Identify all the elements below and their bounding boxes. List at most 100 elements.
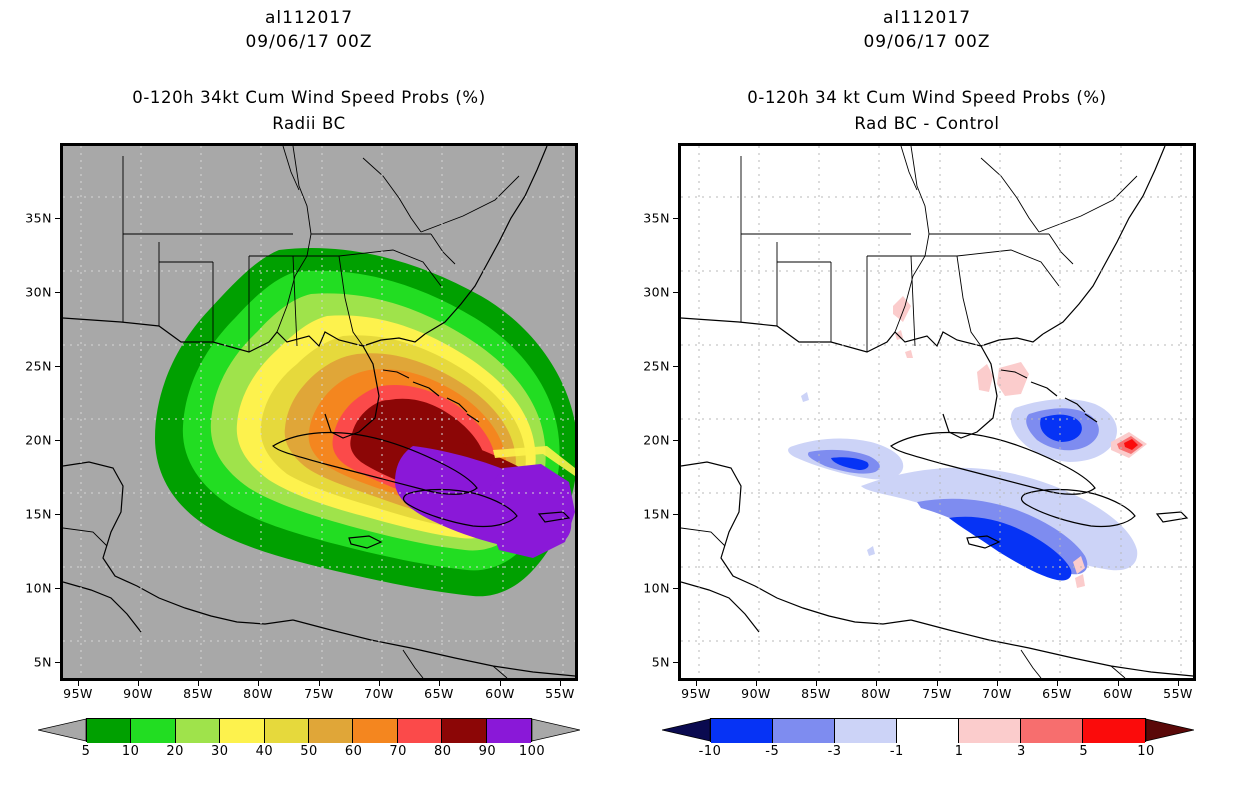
colorbar-segment bbox=[711, 719, 773, 743]
y-axis-label: 25N bbox=[25, 358, 52, 374]
colorbar-segment bbox=[397, 719, 443, 743]
map-svg-right bbox=[681, 146, 1193, 678]
x-axis-label: 85W bbox=[801, 686, 831, 701]
panel-left-title-sub: Radii BC bbox=[272, 114, 346, 133]
colorbar-tick-label: -3 bbox=[827, 744, 842, 759]
colorbar-segment bbox=[773, 719, 835, 743]
anomaly-contours bbox=[788, 296, 1147, 588]
x-tick bbox=[816, 681, 817, 686]
colorbar-segment bbox=[131, 719, 176, 743]
colorbar-over-arrow-right bbox=[531, 718, 581, 742]
y-tick bbox=[55, 514, 60, 515]
y-axis-label: 30N bbox=[643, 284, 670, 300]
x-tick bbox=[78, 681, 79, 686]
gridlines bbox=[63, 146, 575, 678]
x-tick bbox=[439, 681, 440, 686]
colorbar-tick-label: 5 bbox=[1079, 744, 1089, 759]
x-axis-label: 65W bbox=[424, 686, 454, 701]
x-tick bbox=[756, 681, 757, 686]
colorbar-tick-label: 20 bbox=[166, 744, 184, 759]
y-axis-label: 30N bbox=[25, 284, 52, 300]
colorbar-segment bbox=[264, 719, 310, 743]
colorbar-segment bbox=[309, 719, 354, 743]
x-axis-label: 80W bbox=[861, 686, 891, 701]
x-tick bbox=[1057, 681, 1058, 686]
panel-right-storm-id: al112017 bbox=[882, 8, 972, 28]
x-tick bbox=[500, 681, 501, 686]
gridlines bbox=[681, 146, 1193, 678]
colorbar-segments-left bbox=[86, 718, 532, 743]
colorbar-tick-label: 80 bbox=[434, 744, 452, 759]
y-tick bbox=[55, 662, 60, 663]
y-axis-label: 20N bbox=[643, 432, 670, 448]
x-axis-label: 65W bbox=[1042, 686, 1072, 701]
y-tick bbox=[673, 218, 678, 219]
colorbar-tick-label: 1 bbox=[954, 744, 964, 759]
x-tick bbox=[319, 681, 320, 686]
panel-right-datetime: 09/06/17 00Z bbox=[863, 32, 991, 52]
x-axis-label: 75W bbox=[304, 686, 334, 701]
x-tick bbox=[876, 681, 877, 686]
x-axis-label: 95W bbox=[681, 686, 711, 701]
panel-left-title-main: 0-120h 34kt Cum Wind Speed Probs (%) bbox=[132, 88, 486, 107]
x-axis-label: 55W bbox=[545, 686, 575, 701]
x-tick bbox=[560, 681, 561, 686]
y-axis-label: 35N bbox=[643, 210, 670, 226]
y-axis-label: 25N bbox=[643, 358, 670, 374]
x-tick bbox=[937, 681, 938, 686]
y-tick bbox=[673, 662, 678, 663]
coastline-overlay bbox=[63, 146, 575, 678]
colorbar-tick-label: -10 bbox=[698, 744, 722, 759]
x-tick bbox=[1178, 681, 1179, 686]
colorbar-tick-label: 10 bbox=[121, 744, 140, 759]
colorbar-segment bbox=[220, 719, 265, 743]
colorbar-radii-bc bbox=[0, 718, 618, 743]
colorbar-over-arrow-right bbox=[1145, 718, 1195, 742]
panel-left-datetime: 09/06/17 00Z bbox=[245, 32, 373, 52]
x-tick bbox=[258, 681, 259, 686]
x-tick bbox=[1118, 681, 1119, 686]
y-tick bbox=[55, 440, 60, 441]
colorbar-tick-label: 30 bbox=[211, 744, 229, 759]
y-tick bbox=[55, 588, 60, 589]
panel-rad-bc-control: al112017 09/06/17 00Z 0-120h 34 kt Cum W… bbox=[618, 0, 1236, 800]
colorbar-tick-label: 40 bbox=[255, 744, 274, 759]
colorbar-under-arrow-left bbox=[661, 718, 711, 742]
x-tick bbox=[138, 681, 139, 686]
x-tick bbox=[198, 681, 199, 686]
y-tick bbox=[55, 218, 60, 219]
y-axis-label: 20N bbox=[25, 432, 52, 448]
colorbar-segment bbox=[1083, 719, 1145, 743]
colorbar-segments-right bbox=[710, 718, 1146, 743]
x-axis-label: 60W bbox=[485, 686, 515, 701]
colorbar-segment bbox=[959, 719, 1021, 743]
x-axis-label: 60W bbox=[1103, 686, 1133, 701]
panel-right-title-sub: Rad BC - Control bbox=[854, 114, 1000, 133]
y-tick bbox=[673, 588, 678, 589]
x-axis-label: 70W bbox=[982, 686, 1012, 701]
probability-contours bbox=[155, 248, 575, 597]
colorbar-tick-label: -5 bbox=[765, 744, 780, 759]
y-axis-label: 35N bbox=[25, 210, 52, 226]
x-tick bbox=[696, 681, 697, 686]
x-axis-label: 90W bbox=[123, 686, 153, 701]
colorbar-segment bbox=[1021, 719, 1083, 743]
colorbar-tick-label: 5 bbox=[81, 744, 91, 759]
colorbar-tick-label: 10 bbox=[1137, 744, 1155, 759]
colorbar-rad-bc-control bbox=[618, 718, 1236, 743]
colorbar-tick-label: -1 bbox=[889, 744, 904, 759]
panel-left-storm-id: al112017 bbox=[264, 8, 354, 28]
x-axis-label: 95W bbox=[63, 686, 93, 701]
y-axis-label: 10N bbox=[25, 580, 52, 596]
y-tick bbox=[673, 292, 678, 293]
y-tick bbox=[673, 440, 678, 441]
panel-right-title-main: 0-120h 34 kt Cum Wind Speed Probs (%) bbox=[747, 88, 1107, 107]
x-tick bbox=[997, 681, 998, 686]
colorbar-tick-label: 90 bbox=[478, 744, 497, 759]
y-tick bbox=[55, 292, 60, 293]
y-axis-label: 5N bbox=[33, 654, 52, 670]
map-plot-rad-bc-control bbox=[678, 143, 1196, 681]
y-axis-label: 10N bbox=[643, 580, 670, 596]
y-tick bbox=[55, 366, 60, 367]
x-axis-label: 90W bbox=[741, 686, 771, 701]
